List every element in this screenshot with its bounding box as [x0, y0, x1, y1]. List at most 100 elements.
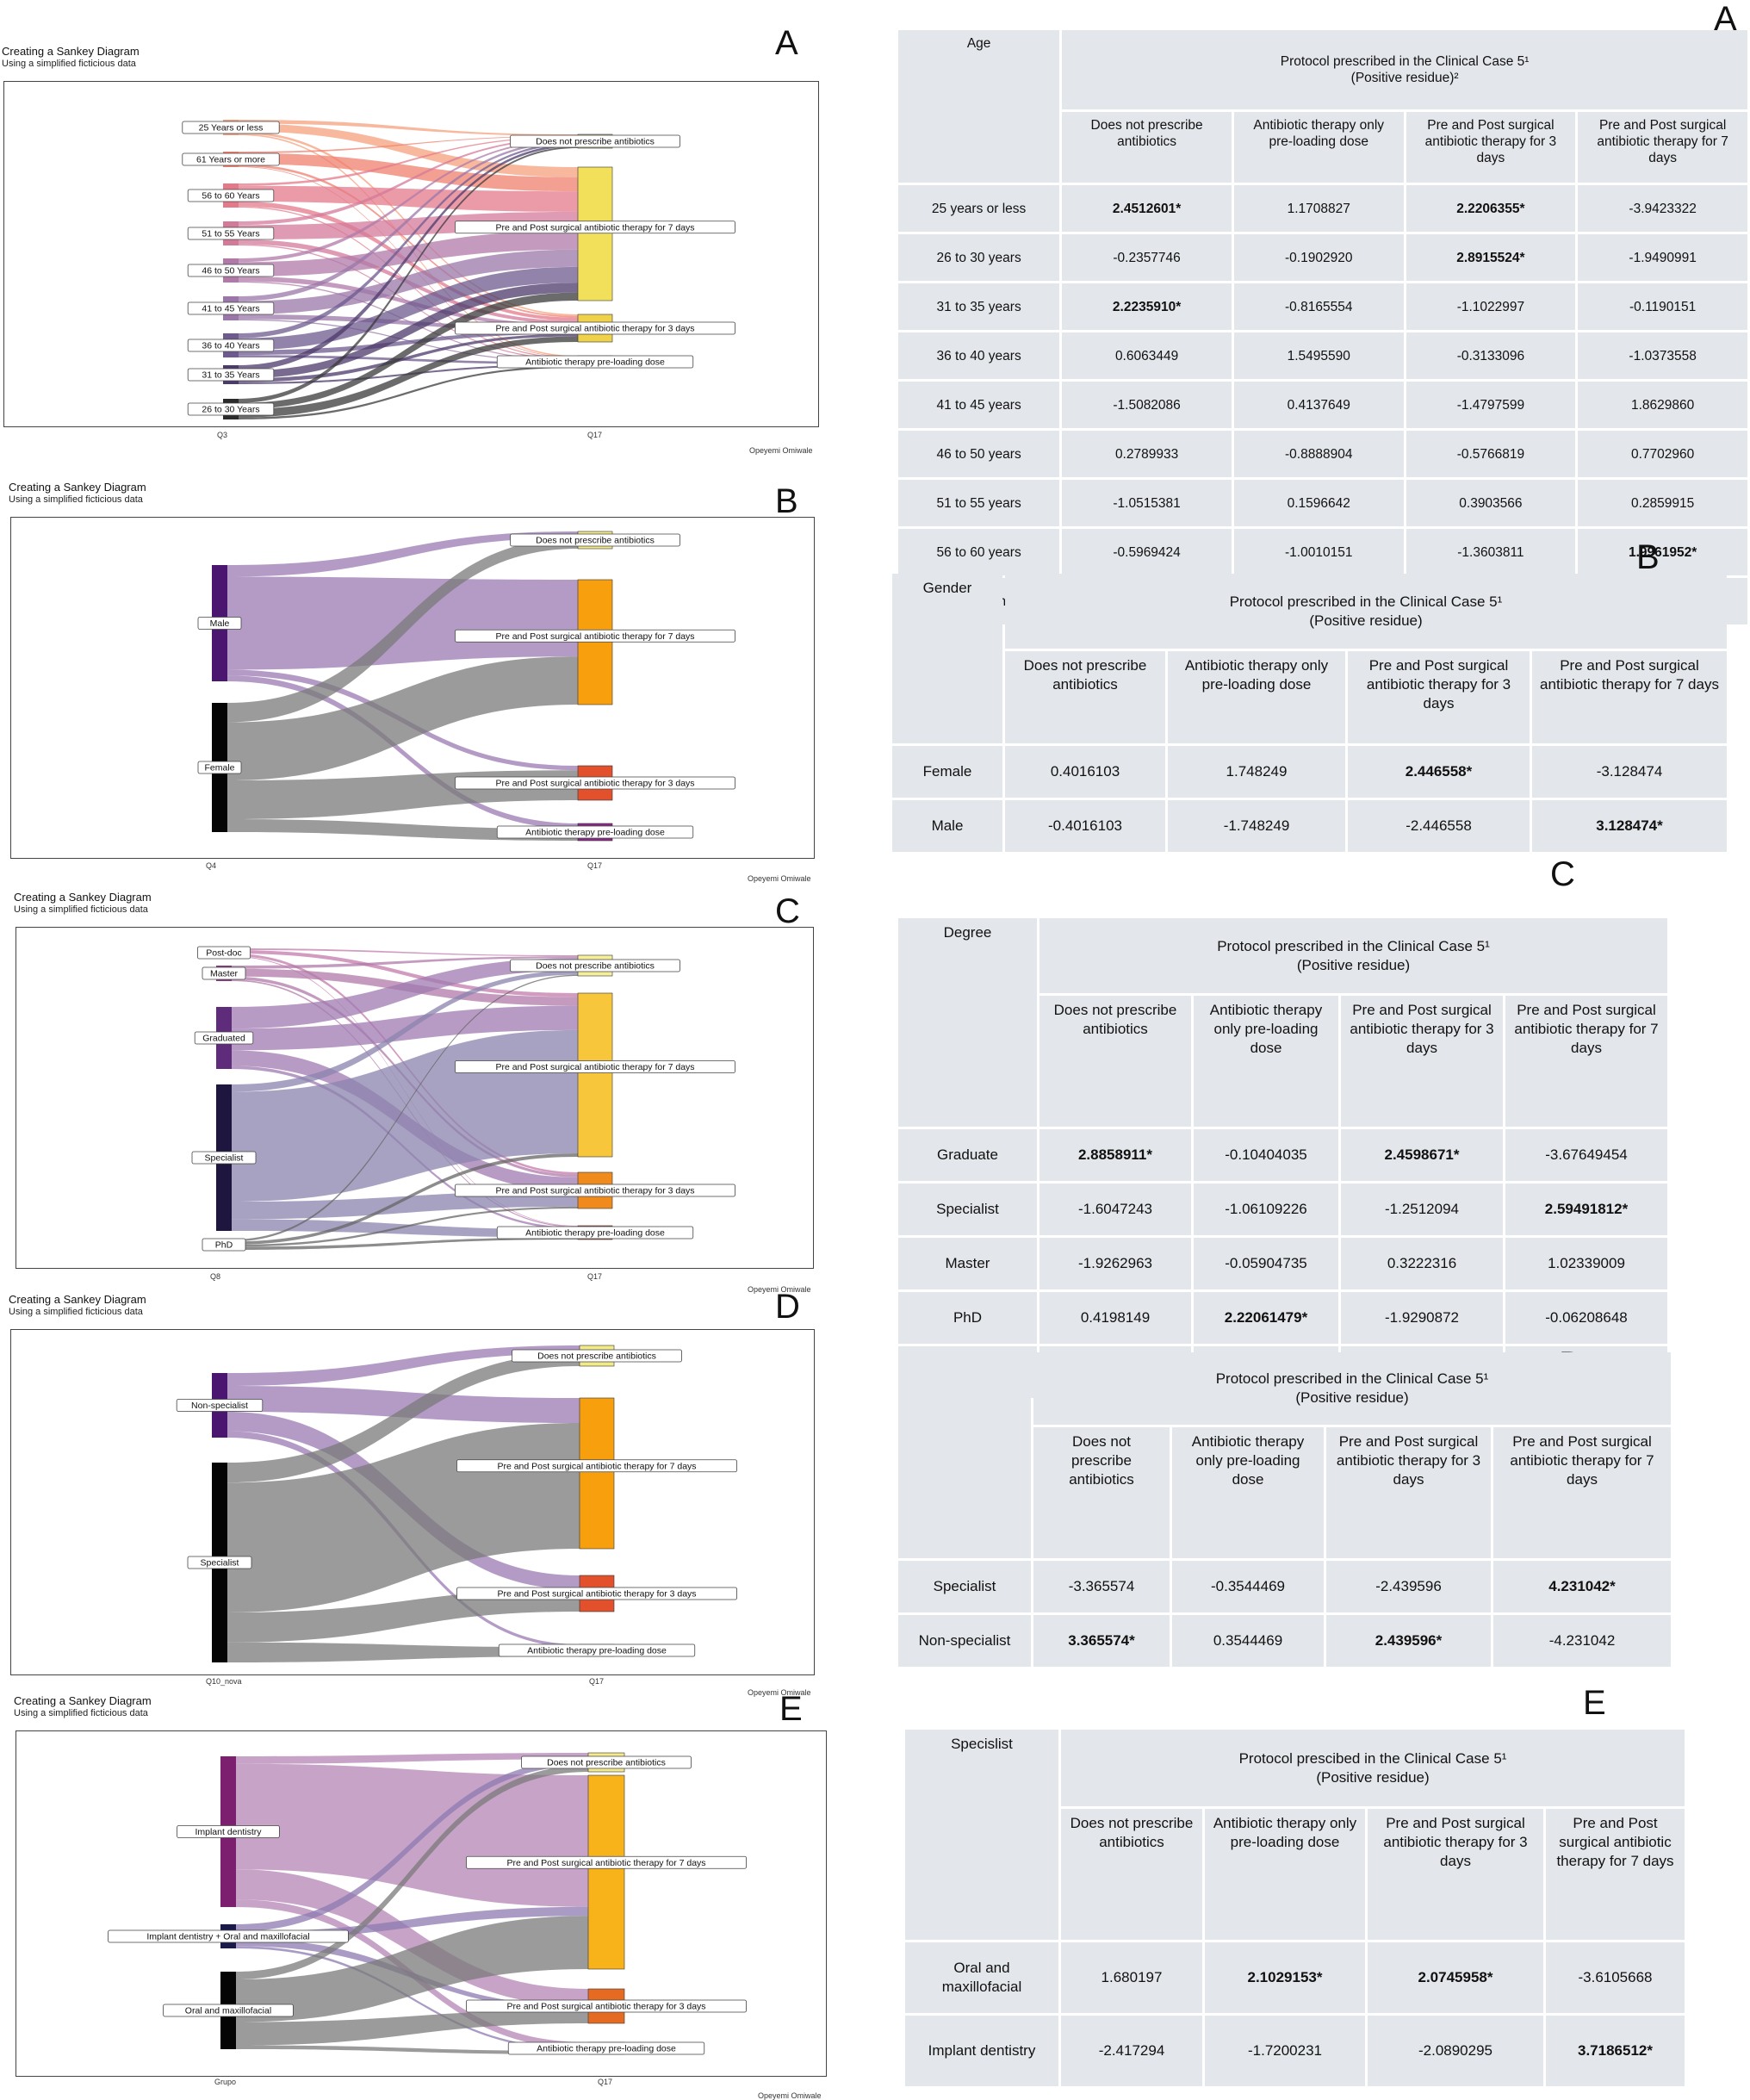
sankey-flow: [236, 1869, 588, 2006]
sankey-source-label: Specialist: [201, 1558, 239, 1569]
sankey-flow: [236, 2010, 588, 2046]
sankey-target-label: Pre and Post surgical antibiotic therapy…: [495, 1062, 694, 1072]
row-label: Graduate: [898, 1129, 1037, 1181]
significant-value: 2.8858911*: [1077, 1146, 1153, 1163]
residue-value: -1.06109226: [1194, 1184, 1338, 1235]
sankey-flow: [232, 958, 578, 1029]
sankey-plot-frame: Post-doc Master Graduated Specialist PhD Does…: [16, 927, 814, 1269]
residue-value: 2.439596*: [1326, 1615, 1491, 1667]
row-label: PhD: [898, 1292, 1037, 1344]
row-label: 51 to 55 years: [898, 480, 1060, 526]
residue-value: 3.128474*: [1532, 800, 1727, 852]
column-header: Does not prescribe antibiotics: [1039, 996, 1191, 1127]
sankey-subtitle: Using a simplified ficticious data: [14, 904, 148, 915]
row-label: 31 to 35 years: [898, 283, 1060, 330]
sankey-label-box: [187, 301, 275, 315]
sankey-label-box: [510, 533, 680, 547]
sankey-flow: [227, 1345, 580, 1386]
table-row: Master -1.9262963 -0.05904735 0.3222316 1.02…: [898, 1238, 1667, 1289]
table-row: 25 years or less 2.4512601* 1.1708827 2.220…: [898, 185, 1747, 232]
table-header-row: Protocol prescribed in the Clinical Case…: [898, 1352, 1671, 1558]
residue-table: Degree Protocol prescribed in the Clinica…: [896, 916, 1670, 1401]
table-row: 26 to 30 years -0.2357746 -0.1902920 2.8915…: [898, 234, 1747, 281]
sankey-target-label: Antibiotic therapy pre-loading dose: [525, 828, 665, 838]
sankey-label-box: [455, 1060, 735, 1073]
sankey-flow: [239, 292, 578, 409]
table-row: Non-specialist 3.365574* 0.3544469 2.439596…: [898, 1615, 1671, 1667]
sankey-label-box: [498, 1643, 696, 1657]
sankey-plot-frame: Male Female Does not prescribe antibiotics…: [10, 517, 815, 859]
residue-value: -1.0515381: [1062, 480, 1232, 526]
residue-table: Age Protocol prescribed in the Clinical C…: [896, 28, 1750, 627]
sankey-target-label: Pre and Post surgical antibiotic therapy…: [495, 631, 694, 642]
sankey-flow: [227, 1353, 580, 1483]
sankey-target-label: Does not prescribe antibiotics: [537, 1351, 656, 1362]
residue-value: -1.7200231: [1205, 2016, 1365, 2086]
sankey-flow: [236, 1753, 588, 1764]
table-subtitle-line: (Positive residue): [1309, 612, 1423, 629]
residue-value: 0.2789933: [1062, 431, 1232, 477]
sankey-flow: [227, 1589, 580, 1643]
residue-value: 2.8858911*: [1039, 1129, 1191, 1181]
sankey-flow: [232, 956, 578, 969]
panel-letter: E: [779, 1690, 803, 1728]
sankey-flow: [239, 134, 578, 357]
sankey-target-label: Antibiotic therapy pre-loading dose: [527, 1646, 667, 1656]
residue-value: -1.748249: [1168, 800, 1345, 852]
sankey-label-box: [197, 761, 242, 774]
sankey-subtitle: Using a simplified ficticious data: [2, 59, 136, 69]
source-axis-label: Q3: [217, 431, 228, 439]
sankey-flow: [239, 336, 578, 418]
residue-value: 3.365574*: [1033, 1615, 1170, 1667]
sankey-label-box: [187, 189, 275, 202]
residue-value: -3.128474: [1532, 746, 1727, 798]
residue-value: 0.7702960: [1578, 431, 1747, 477]
row-label: 46 to 50 years: [898, 431, 1060, 477]
sankey-label-box: [510, 959, 680, 972]
sankey-label-box: [507, 2041, 705, 2055]
residue-value: 2.4512601*: [1062, 185, 1232, 232]
sankey-target-label: Does not prescribe antibiotics: [536, 536, 655, 546]
table-header-row: Degree Protocol prescribed in the Clinica…: [898, 918, 1667, 1127]
sankey-subtitle: Using a simplified ficticious data: [9, 1307, 143, 1317]
residue-value: -2.439596: [1326, 1561, 1491, 1612]
row-header: Degree: [898, 918, 1037, 1127]
sankey-plot-frame: Implant dentistry Implant dentistry + Ora…: [16, 1730, 827, 2077]
residue-value: -3.365574: [1033, 1561, 1170, 1612]
sankey-flow: [239, 365, 578, 419]
residue-value: -1.0373558: [1578, 332, 1747, 379]
row-label: 41 to 45 years: [898, 382, 1060, 428]
sankey-source-label: 41 to 45 Years: [202, 304, 259, 314]
row-label: Non-specialist: [898, 1615, 1031, 1667]
significant-value: 4.231042*: [1548, 1578, 1616, 1594]
table-row: 41 to 45 years -1.5082086 0.4137649 -1.4797…: [898, 382, 1747, 428]
sankey-label-box: [187, 339, 275, 352]
column-header-row: Does not prescribe antibiotics Antibiotic…: [898, 112, 1747, 183]
row-label: Male: [892, 800, 1002, 852]
residue-value: -2.0890295: [1368, 2016, 1543, 2086]
sankey-target-node: [587, 1774, 625, 1970]
sankey-flow: [232, 948, 578, 957]
sankey-label-box: [196, 946, 251, 960]
column-header: Pre and Post surgical antibiotic therapy…: [1406, 112, 1576, 183]
sankey-flow: [232, 1206, 578, 1247]
row-header: Gender: [892, 574, 1002, 743]
residue-value: -1.9290872: [1341, 1292, 1503, 1344]
sankey-label-box: [177, 1825, 280, 1838]
column-header-row: Does not prescribe antibiotics Antibiotic…: [892, 651, 1727, 743]
credit-text: Opeyemi Omiwale: [748, 1688, 811, 1697]
column-header: Pre and Post surgical antibiotic therapy…: [1578, 112, 1747, 183]
sankey-target-label: Pre and Post surgical antibiotic therapy…: [495, 222, 694, 233]
row-label: Specialist: [898, 1561, 1031, 1612]
table-row: Implant dentistry -2.417294 -1.7200231 -2.0…: [905, 2016, 1685, 2086]
residue-value: -0.5766819: [1406, 431, 1576, 477]
residue-value: 0.4137649: [1233, 382, 1404, 428]
sankey-target-node: [579, 1397, 615, 1550]
sankey-source-label: 25 Years or less: [199, 123, 264, 134]
residue-value: -2.417294: [1061, 2016, 1202, 2086]
residue-value: -1.1022997: [1406, 283, 1576, 330]
row-header: Specislist: [905, 1730, 1058, 1940]
sankey-flow: [239, 135, 578, 153]
sankey-flow: [236, 1946, 588, 2052]
residue-value: -1.0010151: [1233, 529, 1404, 575]
